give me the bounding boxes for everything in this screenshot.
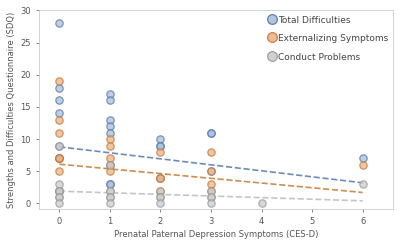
Point	[56, 156, 62, 160]
Point	[56, 195, 62, 199]
Point	[157, 176, 164, 180]
Point	[107, 124, 113, 128]
Point	[208, 150, 214, 154]
Point	[157, 195, 164, 199]
Point	[107, 163, 113, 167]
Point	[56, 144, 62, 148]
Point	[107, 201, 113, 205]
Point	[56, 156, 62, 160]
Point	[157, 137, 164, 141]
Point	[208, 195, 214, 199]
Point	[56, 79, 62, 83]
Point	[56, 189, 62, 193]
Y-axis label: Strengths and Difficulties Questionnaire (SDQ): Strengths and Difficulties Questionnaire…	[7, 11, 16, 208]
Point	[157, 144, 164, 148]
Point	[208, 169, 214, 173]
Point	[360, 156, 366, 160]
Point	[107, 131, 113, 135]
Point	[56, 169, 62, 173]
Point	[208, 189, 214, 193]
Point	[107, 137, 113, 141]
Point	[107, 92, 113, 96]
Point	[107, 118, 113, 122]
Point	[157, 189, 164, 193]
Point	[157, 189, 164, 193]
Point	[107, 156, 113, 160]
Point	[107, 195, 113, 199]
Point	[208, 131, 214, 135]
Point	[107, 189, 113, 193]
Point	[56, 201, 62, 205]
Point	[107, 99, 113, 103]
Point	[360, 163, 366, 167]
Point	[56, 86, 62, 90]
Point	[157, 195, 164, 199]
Legend: Total Difficulties, Externalizing Symptoms, Conduct Problems: Total Difficulties, Externalizing Sympto…	[266, 11, 392, 66]
Point	[107, 182, 113, 186]
Point	[107, 195, 113, 199]
Point	[208, 195, 214, 199]
Point	[56, 118, 62, 122]
Point	[208, 201, 214, 205]
Point	[157, 144, 164, 148]
Point	[208, 182, 214, 186]
Point	[208, 169, 214, 173]
Point	[107, 169, 113, 173]
Point	[157, 201, 164, 205]
Point	[56, 195, 62, 199]
Point	[208, 189, 214, 193]
Point	[360, 182, 366, 186]
Point	[56, 144, 62, 148]
Point	[107, 163, 113, 167]
Point	[56, 182, 62, 186]
Point	[56, 111, 62, 115]
Point	[107, 182, 113, 186]
Point	[56, 156, 62, 160]
Point	[56, 21, 62, 25]
Point	[107, 163, 113, 167]
X-axis label: Prenatal Paternal Depression Symptoms (CES-D): Prenatal Paternal Depression Symptoms (C…	[114, 230, 318, 239]
Point	[157, 150, 164, 154]
Point	[56, 131, 62, 135]
Point	[56, 189, 62, 193]
Point	[56, 99, 62, 103]
Point	[208, 131, 214, 135]
Point	[157, 176, 164, 180]
Point	[56, 189, 62, 193]
Point	[107, 189, 113, 193]
Point	[258, 201, 265, 205]
Point	[157, 176, 164, 180]
Point	[107, 144, 113, 148]
Point	[56, 189, 62, 193]
Point	[56, 189, 62, 193]
Point	[56, 156, 62, 160]
